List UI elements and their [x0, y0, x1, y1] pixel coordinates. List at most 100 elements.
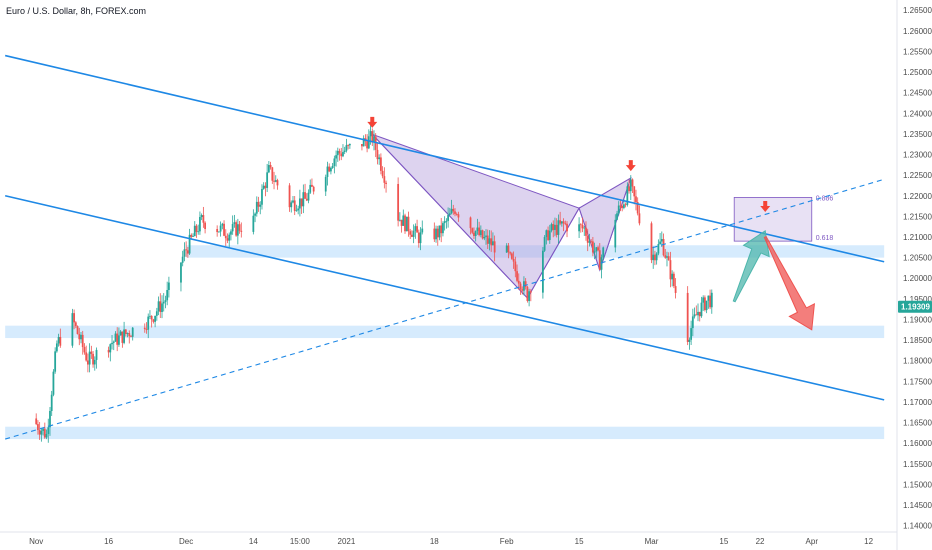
time-tick-label: 15 — [575, 537, 584, 546]
candle-down — [631, 179, 634, 187]
candle-down — [521, 289, 524, 291]
candle-down — [638, 213, 641, 224]
candle-up — [309, 184, 312, 193]
candle-up — [298, 198, 301, 209]
candle-down — [116, 333, 119, 345]
time-tick-label: Feb — [500, 537, 514, 546]
time-tick-label: Mar — [645, 537, 659, 546]
candle-up — [545, 230, 548, 238]
candle-up — [111, 342, 113, 345]
price-tick-label: 1.23000 — [903, 151, 932, 160]
candle-up — [233, 222, 236, 225]
price-tick-label: 1.21000 — [903, 233, 932, 242]
price-tick-label: 1.23500 — [903, 130, 932, 139]
price-tick-label: 1.25500 — [903, 47, 932, 56]
candle-down — [312, 186, 315, 192]
candle-up — [710, 292, 713, 308]
candle-up — [617, 205, 620, 214]
candle-up — [123, 329, 125, 343]
candle-down — [590, 241, 593, 243]
candle-up — [199, 216, 201, 232]
candle-up — [688, 339, 691, 342]
candle-down — [493, 241, 496, 253]
candle-up — [343, 150, 346, 153]
candle-up — [362, 138, 365, 147]
time-tick-label: 22 — [756, 537, 765, 546]
candle-down — [407, 216, 410, 232]
candle-down — [704, 297, 706, 311]
candle-down — [454, 211, 456, 214]
support-zone-2 — [5, 426, 885, 440]
candle-up — [492, 241, 494, 246]
candle-down — [486, 235, 489, 244]
candle-up — [398, 219, 401, 221]
candle-down — [552, 224, 555, 230]
candle-down — [202, 215, 205, 223]
candle-up — [548, 230, 551, 240]
candle-up — [476, 227, 479, 232]
candle-down — [619, 205, 622, 207]
prz-rectangle — [733, 197, 813, 242]
candle-up — [119, 331, 122, 336]
candle-down — [524, 281, 527, 287]
price-tick-label: 1.14500 — [903, 501, 932, 510]
support-zone-0 — [186, 245, 885, 258]
candle-down — [473, 232, 475, 236]
candle-up — [483, 236, 486, 239]
candle-up — [181, 256, 184, 263]
candle-up — [333, 158, 336, 166]
candle-up — [700, 302, 703, 317]
candle-down — [404, 215, 406, 232]
candle-down — [519, 283, 522, 290]
candle-up — [50, 394, 53, 411]
candle-down — [300, 198, 303, 207]
price-tick-label: 1.26000 — [903, 27, 932, 36]
sell-signals[interactable] — [367, 116, 771, 212]
time-tick-label: Nov — [29, 537, 43, 546]
candle-up — [474, 231, 477, 236]
candle-down — [366, 141, 369, 149]
candle-up — [378, 157, 381, 160]
candle-up — [88, 351, 91, 365]
price-tick-label: 1.24500 — [903, 89, 932, 98]
candle-down — [240, 230, 243, 232]
price-tick-label: 1.22500 — [903, 171, 932, 180]
candle-down — [547, 230, 549, 240]
candle-down — [672, 273, 675, 287]
candle-down — [238, 224, 241, 231]
prz-box[interactable]: 0.886 0.618 — [733, 195, 834, 242]
candle-up — [414, 226, 417, 231]
candle-down — [83, 347, 86, 353]
candle-up — [412, 230, 415, 237]
candle-up — [421, 228, 424, 233]
candle-down — [128, 333, 131, 337]
projection-arrows[interactable] — [732, 229, 816, 331]
candle-up — [217, 231, 220, 233]
time-tick-label: Dec — [179, 537, 193, 546]
candle-down — [509, 252, 512, 254]
candle-down — [385, 182, 387, 184]
candle-up — [405, 216, 408, 232]
candle-up — [707, 295, 710, 301]
candle-down — [411, 234, 413, 237]
candle-up — [255, 201, 258, 214]
price-tick-label: 1.19500 — [903, 295, 932, 304]
candle-up — [326, 166, 329, 177]
price-tick-label: 1.22000 — [903, 192, 932, 201]
candle-up — [330, 167, 332, 172]
candle-up — [295, 210, 298, 212]
channel-lines[interactable] — [4, 54, 885, 440]
candle-up — [655, 253, 658, 261]
fib-label-0886: 0.886 — [816, 195, 834, 202]
candle-down — [455, 213, 458, 215]
candle-down — [635, 196, 637, 203]
candle-up — [543, 237, 546, 251]
candle-up — [554, 224, 556, 230]
candle-up — [448, 213, 451, 216]
candle-up — [47, 427, 50, 434]
support-zones — [5, 245, 885, 440]
candle-up — [447, 215, 450, 221]
candle-down — [579, 224, 582, 226]
candle-up — [55, 343, 58, 352]
